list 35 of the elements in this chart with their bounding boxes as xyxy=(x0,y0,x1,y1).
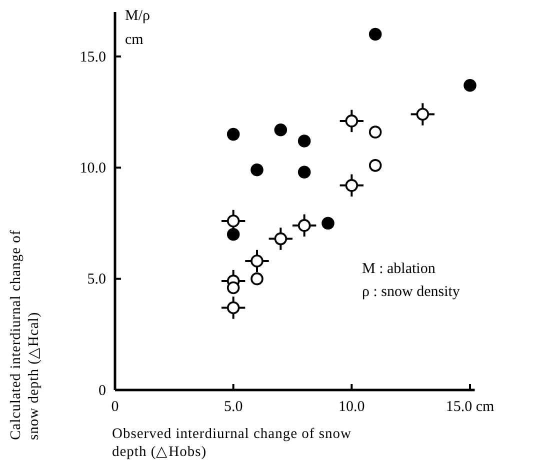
point xyxy=(226,281,240,294)
point xyxy=(250,163,264,176)
y-tick-label: 10.0 xyxy=(80,160,106,176)
annotation: ρ : snow density xyxy=(362,284,460,300)
point xyxy=(416,108,430,121)
point xyxy=(226,228,240,241)
point xyxy=(298,219,311,232)
annotation: cm xyxy=(125,32,144,48)
y-tick-label: 5.0 xyxy=(87,272,106,288)
y-tick-label: 0 xyxy=(98,382,106,399)
point xyxy=(322,216,334,230)
point xyxy=(250,254,264,268)
x-tick-label: 15.0 cm xyxy=(446,399,494,415)
annotation: M/ρ xyxy=(125,8,150,24)
point xyxy=(464,78,476,92)
point xyxy=(368,159,382,172)
x-tick-label: 10.0 xyxy=(338,399,365,415)
x-tick-label: 5.0 xyxy=(224,399,243,415)
x-tick-label: 0 xyxy=(111,399,119,415)
point xyxy=(298,134,311,148)
point xyxy=(298,166,311,178)
point xyxy=(226,214,240,228)
y-tick-label: 15.0 xyxy=(80,49,106,66)
point xyxy=(368,28,382,41)
x-axis-title: Observed interdiurnal change of snow depth (△Hobs) xyxy=(112,426,352,460)
y-axis-title: Calculated interdiurnal change of snow depth (△Hcal) xyxy=(8,230,42,440)
point xyxy=(345,179,358,192)
point xyxy=(274,123,288,136)
point xyxy=(345,114,358,128)
point xyxy=(226,301,240,314)
point xyxy=(274,232,288,246)
annotation: M : ablation xyxy=(362,261,436,277)
point xyxy=(368,126,382,138)
point xyxy=(226,128,240,141)
point xyxy=(250,272,264,286)
